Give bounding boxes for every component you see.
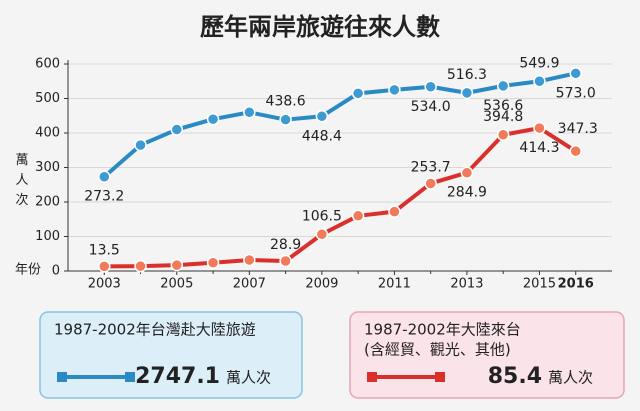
x-tick-label: 2015	[523, 277, 556, 292]
data-label: 438.6	[266, 94, 306, 110]
data-label: 534.0	[411, 99, 451, 115]
point	[388, 83, 401, 97]
point	[206, 256, 220, 269]
data-label: 284.9	[447, 185, 487, 201]
note-value: 85.4	[488, 364, 542, 389]
note-value: 2747.1	[135, 364, 220, 389]
y-tick-label: 600	[35, 57, 60, 72]
data-label: 549.9	[519, 55, 559, 71]
point	[388, 205, 401, 218]
legend-marker	[57, 372, 67, 382]
data-label: 394.8	[483, 109, 523, 125]
data-label: 253.7	[411, 159, 451, 175]
point	[279, 254, 292, 268]
x-tick-label: 2013	[450, 277, 483, 292]
point	[496, 128, 510, 142]
point	[98, 170, 111, 183]
point	[279, 113, 292, 126]
point	[424, 80, 437, 94]
point	[424, 177, 437, 190]
y-tick-label: 500	[35, 91, 60, 106]
point	[569, 67, 582, 80]
y-tick-label: 0	[52, 264, 60, 279]
data-label: 573.0	[556, 85, 596, 101]
x-axis-label: 年份	[15, 263, 41, 278]
note-text: 1987-2002年台灣赴大陸旅遊	[54, 321, 256, 339]
y-axis-label: 萬人次	[15, 153, 28, 208]
point	[98, 260, 111, 273]
point	[460, 86, 474, 100]
point	[569, 144, 582, 158]
legend-marker	[125, 372, 135, 382]
point	[460, 166, 474, 179]
data-label: 536.6	[483, 98, 523, 114]
x-tick-label: 2011	[378, 277, 411, 292]
point	[315, 110, 329, 123]
point	[351, 209, 365, 223]
data-label: 106.5	[302, 208, 342, 224]
x-tick-label: 2003	[88, 277, 121, 292]
point	[315, 228, 329, 241]
note-text: (含經貿、觀光、其他)	[364, 341, 511, 359]
point	[496, 79, 510, 93]
data-label: 28.9	[270, 237, 301, 253]
legend-marker	[367, 372, 377, 382]
y-tick-label: 200	[35, 195, 60, 210]
point	[243, 106, 256, 119]
point	[533, 121, 546, 135]
y-tick-label: 300	[35, 160, 60, 175]
x-tick-label: 2009	[305, 277, 338, 292]
y-tick-label: 400	[35, 126, 60, 141]
point	[243, 253, 256, 267]
legend-marker	[435, 372, 445, 382]
point	[170, 123, 184, 136]
x-tick-label: 2016	[558, 277, 594, 292]
point	[134, 138, 147, 152]
y-tick-label: 100	[35, 229, 60, 244]
note-unit: 萬人次	[548, 369, 593, 387]
point	[134, 259, 147, 273]
data-label: 516.3	[447, 67, 487, 83]
data-label: 13.5	[89, 242, 120, 258]
note-unit: 萬人次	[226, 369, 271, 387]
data-label: 414.3	[519, 140, 559, 156]
data-label: 448.4	[302, 128, 342, 144]
point	[351, 87, 365, 100]
point	[170, 258, 184, 272]
chart-title: 歷年兩岸旅遊往來人數	[200, 13, 440, 41]
note-text: 1987-2002年大陸來台	[364, 321, 521, 339]
x-tick-label: 2005	[160, 277, 193, 292]
data-label: 273.2	[84, 189, 124, 205]
point	[533, 75, 546, 88]
data-label: 347.3	[558, 121, 598, 137]
point	[206, 112, 220, 126]
x-tick-label: 2007	[233, 277, 266, 292]
